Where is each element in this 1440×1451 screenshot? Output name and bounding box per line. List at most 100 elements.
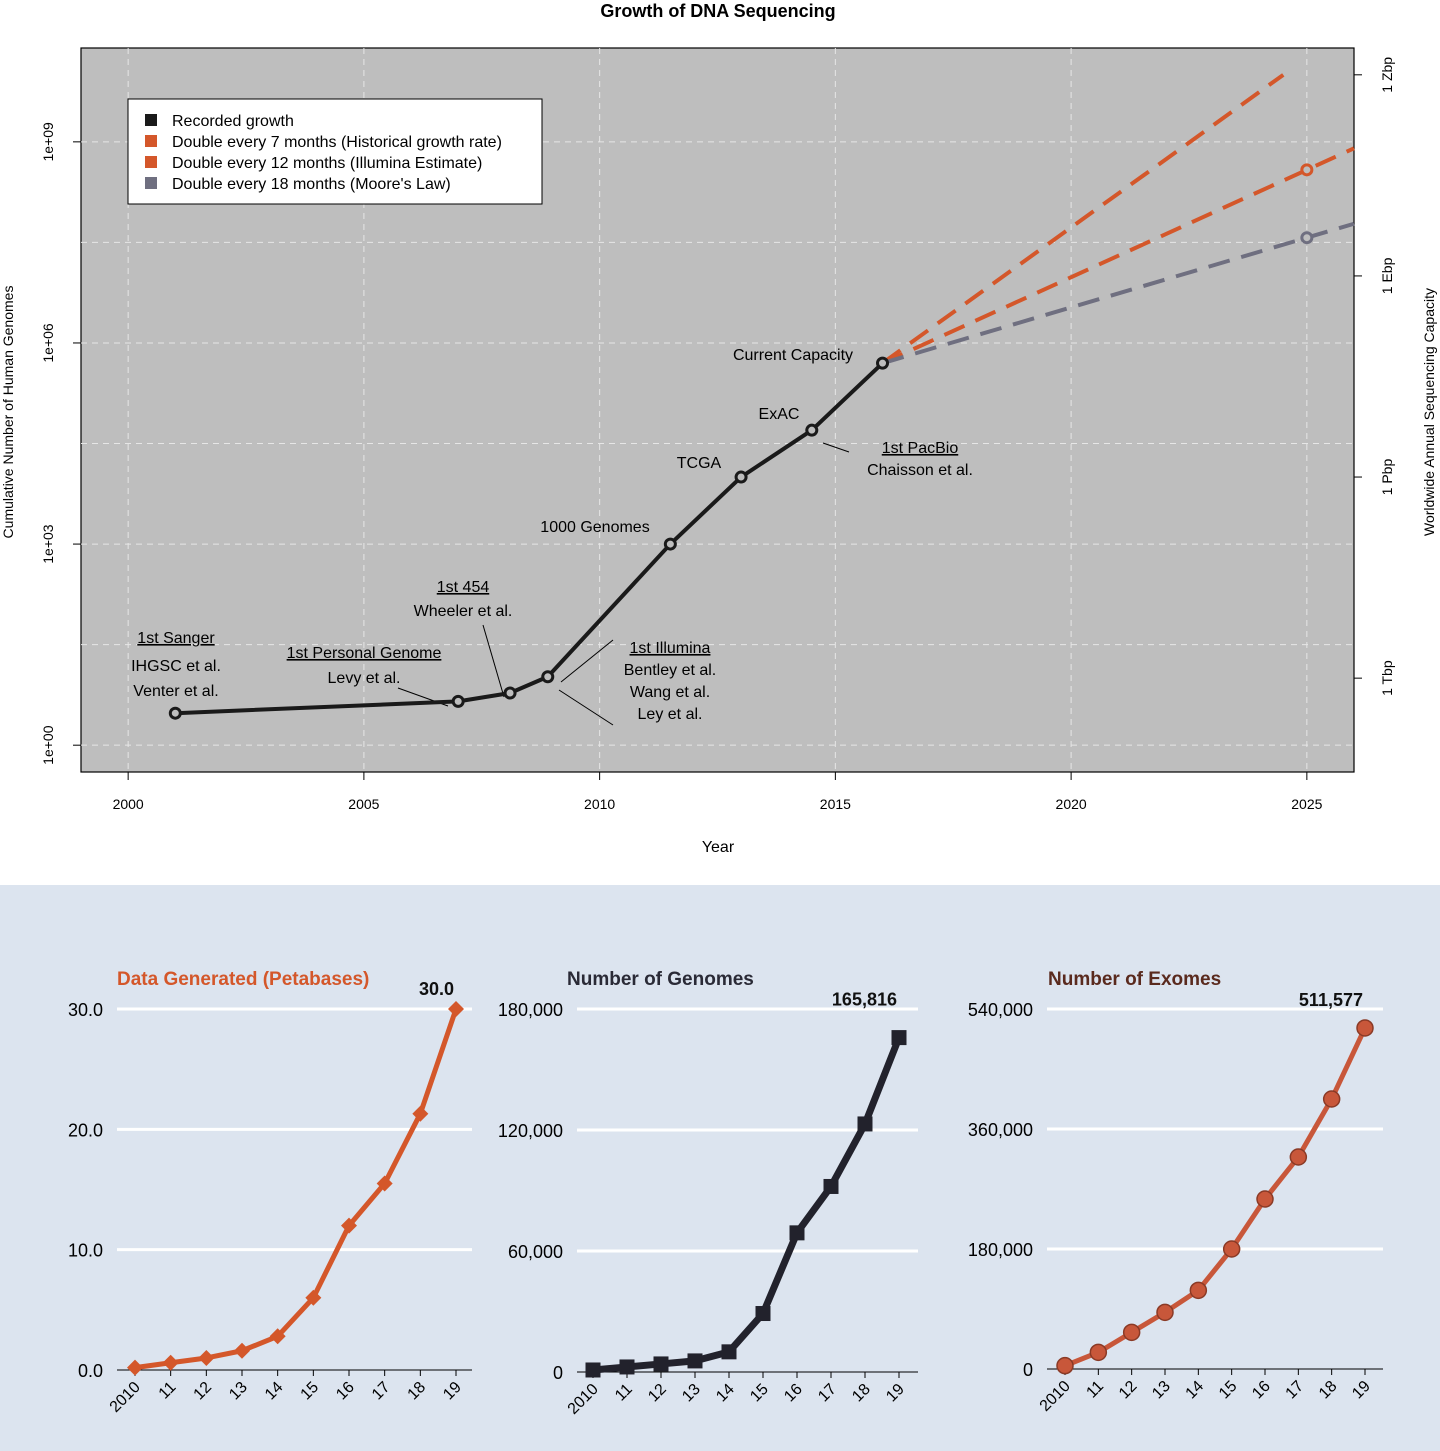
series-line (592, 1036, 903, 1374)
recorded-growth-point (805, 423, 819, 437)
annotation-text: 1000 Genomes (540, 519, 649, 536)
y-axis-right: 1 Tbp 1 Pbp 1 Ebp 1 Zbp (1354, 57, 1395, 696)
legend-swatch (145, 177, 157, 189)
x-tick-label: 18 (405, 1379, 430, 1404)
data-point (823, 1178, 839, 1194)
annotation-leader-line (560, 639, 614, 683)
data-point (1122, 1323, 1141, 1342)
x-tick-label: 14 (713, 1381, 738, 1406)
data-point (619, 1359, 635, 1375)
data-point (1156, 1303, 1174, 1322)
data-point (1222, 1240, 1241, 1258)
y-tick-label: 1e+03 (40, 524, 56, 564)
data-point (1356, 1019, 1374, 1037)
x-tick-label: 14 (1183, 1378, 1208, 1403)
x-tick-label: 18 (849, 1381, 874, 1406)
legend-swatch (145, 135, 157, 147)
annotation-heading: 1st Personal Genome (287, 645, 442, 662)
legend-swatch (145, 114, 157, 126)
x-tick-label: 14 (262, 1379, 287, 1404)
recorded-growth-point (451, 694, 465, 708)
recorded-growth-line (175, 361, 884, 716)
annotation-text: ExAC (759, 406, 800, 423)
annotation-text: TCGA (677, 455, 722, 472)
series-line (1064, 1026, 1368, 1368)
y2-tick-label: 1 Pbp (1379, 459, 1395, 496)
data-point (1189, 1281, 1208, 1300)
annotation-text: Wheeler et al. (414, 603, 513, 620)
x-tick-label: 19 (1349, 1378, 1374, 1403)
x-tick-label: 16 (1249, 1378, 1274, 1403)
panel-title: Number of Genomes (567, 969, 754, 990)
annotation-heading: 1st PacBio (882, 440, 959, 457)
x-tick-label: 18 (1316, 1378, 1341, 1403)
x-tick-label: 12 (191, 1379, 216, 1404)
y-tick-label: 60,000 (508, 1242, 563, 1262)
data-point (1089, 1343, 1108, 1362)
value-callout: 30.0 (419, 979, 454, 999)
annotation-text: Current Capacity (733, 347, 853, 364)
y-tick-label: 180,000 (968, 1240, 1033, 1260)
value-callout: 165,816 (832, 990, 897, 1010)
y-tick-label: 540,000 (968, 1000, 1033, 1020)
data-point (412, 1105, 429, 1122)
x-axis: 2000 2005 2010 2015 2020 2025 (113, 772, 1323, 812)
data-point (857, 1116, 873, 1132)
legend-label: Double every 7 months (Historical growth… (172, 134, 502, 151)
y2-tick-label: 1 Zbp (1379, 57, 1395, 93)
x-axis-label: Year (702, 839, 735, 856)
panel-title: Data Generated (Petabases) (117, 969, 369, 990)
x-tick-label: 11 (1083, 1378, 1107, 1402)
x-tick-label: 12 (1116, 1378, 1141, 1403)
data-point (585, 1362, 601, 1378)
x-tick-label: 17 (369, 1379, 394, 1404)
data-point (653, 1356, 669, 1372)
legend-label: Double every 18 months (Moore's Law) (172, 176, 451, 193)
x-tick-label: 15 (747, 1381, 772, 1406)
annotation-leader-line (558, 689, 614, 726)
x-tick-label: 15 (1216, 1378, 1241, 1403)
projection-line (881, 73, 1285, 365)
x-tick-label: 13 (226, 1379, 251, 1404)
x-tick-label: 11 (156, 1379, 180, 1403)
x-tick-label: 16 (781, 1381, 806, 1406)
data-point (891, 1030, 907, 1046)
annotation-leader-line (482, 624, 505, 698)
y-tick-label: 30.0 (68, 1000, 103, 1020)
annotation-heading: 1st Illumina (630, 640, 711, 657)
x-tick-label: 2020 (1056, 796, 1087, 812)
annotation-heading: 1st Sanger (137, 630, 215, 647)
x-tick-label: 2015 (820, 796, 851, 812)
number-of-exomes-chart: Number of Exomes 0 180,000 360,000 540,000 20… (968, 969, 1383, 1415)
legend-label: Recorded growth (172, 113, 294, 130)
bottom-panel: Data Generated (Petabases) 0.0 10.0 20.0 30.… (0, 885, 1440, 1451)
x-tick-label: 2010 (1037, 1378, 1074, 1415)
data-point (1256, 1190, 1274, 1208)
data-point (127, 1359, 143, 1376)
y2-axis-label: Worldwide Annual Sequencing Capacity (1421, 288, 1437, 536)
recorded-growth-point (541, 670, 555, 684)
data-point (448, 1001, 464, 1017)
growth-of-dna-sequencing-chart: Growth of DNA Sequencing 2000 2005 2010 201… (0, 1, 1437, 856)
data-point (376, 1175, 393, 1192)
y-tick-label: 0.0 (78, 1361, 103, 1381)
y-tick-label: 0 (553, 1363, 563, 1383)
annotation-text: Wang et al. (630, 684, 710, 701)
annotation-leader-line (822, 442, 850, 453)
x-tick-label: 13 (679, 1381, 704, 1406)
projection-line (881, 146, 1355, 365)
panel-title: Number of Exomes (1048, 969, 1221, 990)
x-tick-label: 17 (1283, 1378, 1308, 1403)
data-point (687, 1353, 703, 1369)
annotation-text: Venter et al. (133, 683, 218, 700)
y2-tick-label: 1 Ebp (1379, 257, 1395, 294)
legend: Recorded growth Double every 7 months (Hi… (127, 98, 543, 205)
data-generated-chart: Data Generated (Petabases) 0.0 10.0 20.0 30.… (68, 969, 472, 1416)
data-point (1322, 1090, 1341, 1108)
series (168, 73, 1355, 720)
x-tick-label: 2010 (565, 1381, 602, 1418)
y-tick-label: 20.0 (68, 1120, 103, 1140)
annotation-text: Ley et al. (638, 706, 703, 723)
value-callout: 511,577 (1299, 990, 1363, 1010)
projection-line (881, 221, 1355, 366)
